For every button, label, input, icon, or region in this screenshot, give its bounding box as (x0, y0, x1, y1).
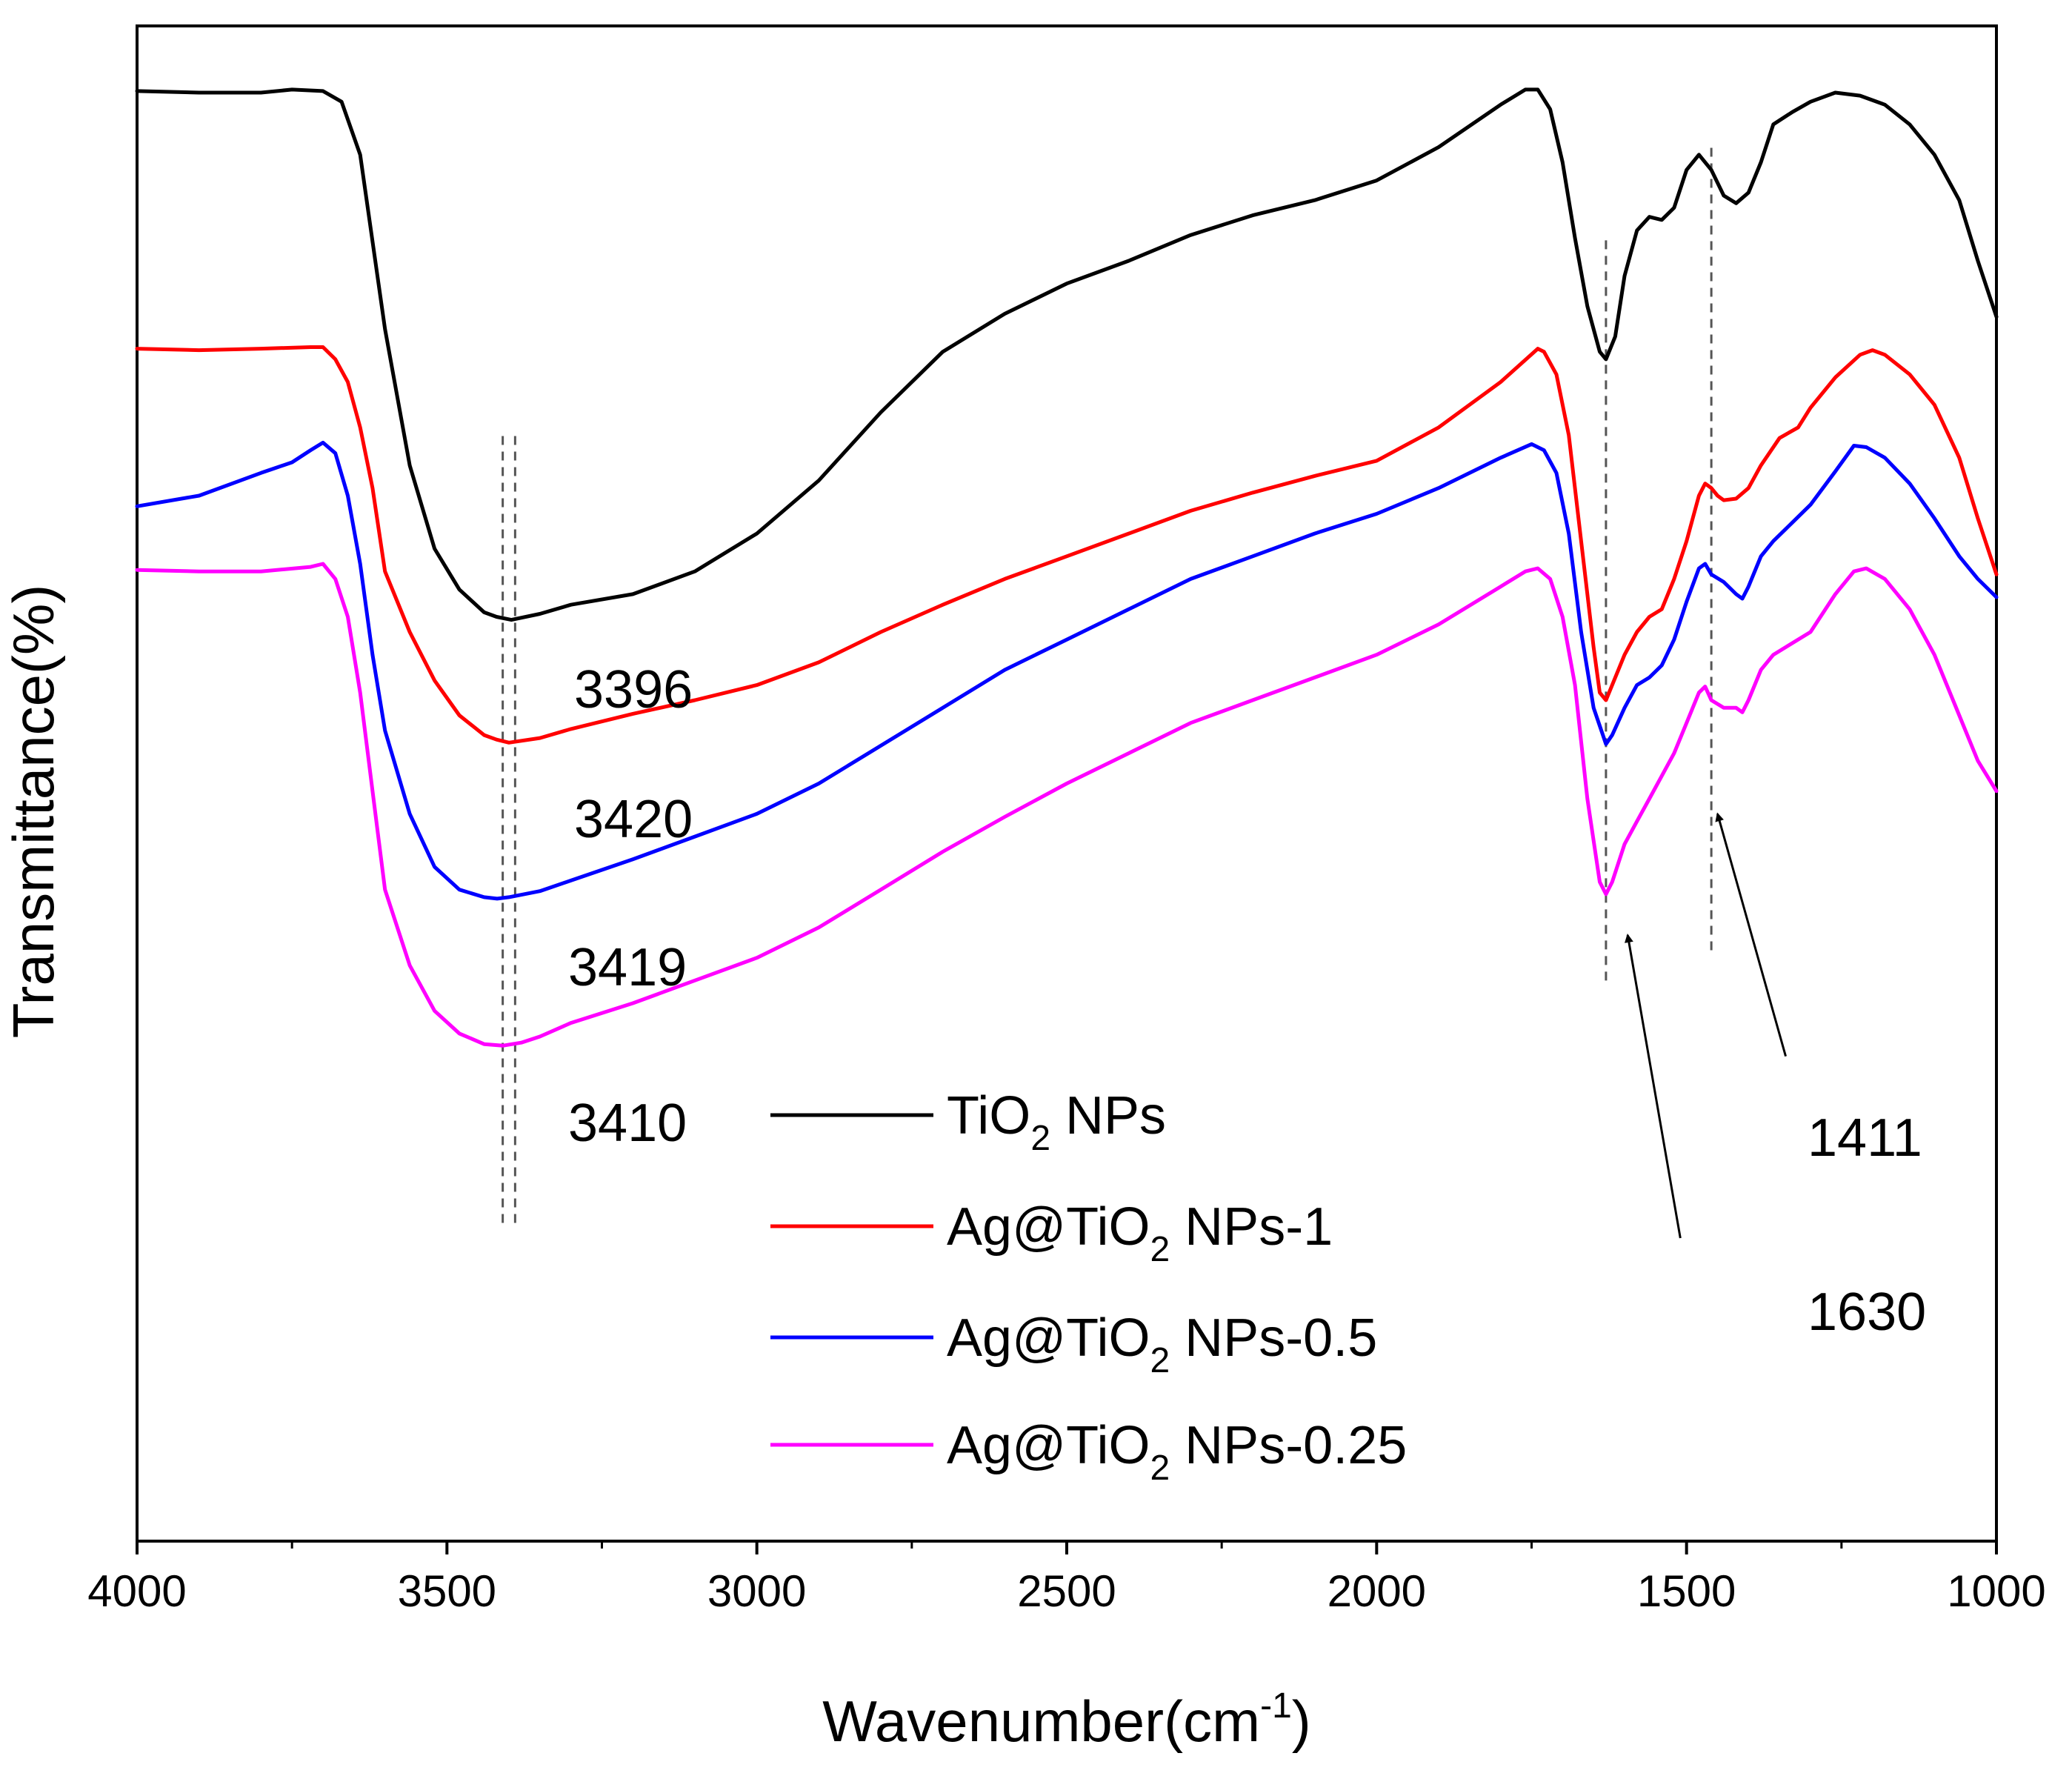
series-line-1 (135, 345, 1999, 745)
x-axis-title-sup: -1 (1260, 1686, 1292, 1726)
peak-label-1630: 1630 (1808, 1283, 1926, 1342)
reference-lines (502, 147, 1713, 1223)
x-tick-label-2000: 2000 (1328, 1566, 1426, 1616)
annotation-arrow-0 (1715, 812, 1787, 1057)
y-axis-title: Transmittance(%) (1, 585, 66, 1039)
x-axis-title: Wavenumber(cm-1) (822, 1686, 1311, 1754)
x-tick-label-3000: 3000 (707, 1566, 806, 1616)
peak-label-3396: 3396 (574, 660, 693, 719)
series-line-3 (135, 562, 1999, 1048)
peak-label-3420: 3420 (574, 790, 693, 849)
x-tick-label-4000: 4000 (87, 1566, 186, 1616)
legend-label-ag-tio2-0-25: Ag@TiO2 NPs-0.25 (947, 1416, 1407, 1488)
x-tick-label-1000: 1000 (1947, 1566, 2045, 1616)
x-axis: 4000 3500 3000 2500 2000 1500 1000 (87, 1541, 2046, 1616)
x-axis-title-close: ) (1292, 1689, 1311, 1754)
x-tick-label-3500: 3500 (398, 1566, 496, 1616)
legend-label-tio2: TiO2 NPs (947, 1086, 1166, 1158)
peak-label-1411: 1411 (1808, 1108, 1922, 1168)
annotation-arrow-1 (1624, 934, 1682, 1239)
legend-label-ag-tio2-1: Ag@TiO2 NPs-1 (947, 1197, 1333, 1269)
series-layer (135, 87, 1999, 1048)
arrow-layer (1624, 812, 1787, 1239)
legend-label-ag-tio2-0-5: Ag@TiO2 NPs-0.5 (947, 1308, 1377, 1380)
x-tick-label-2500: 2500 (1017, 1566, 1116, 1616)
series-line-0 (135, 87, 1999, 622)
series-line-2 (135, 440, 1999, 901)
peak-label-3419: 3419 (568, 938, 687, 997)
x-tick-label-1500: 1500 (1637, 1566, 1736, 1616)
peak-label-3410: 3410 (568, 1094, 687, 1153)
legend: TiO2 NPs Ag@TiO2 NPs-1 Ag@TiO2 NPs-0.5 A… (770, 1086, 1407, 1488)
x-axis-title-main: Wavenumber(cm (822, 1689, 1260, 1754)
